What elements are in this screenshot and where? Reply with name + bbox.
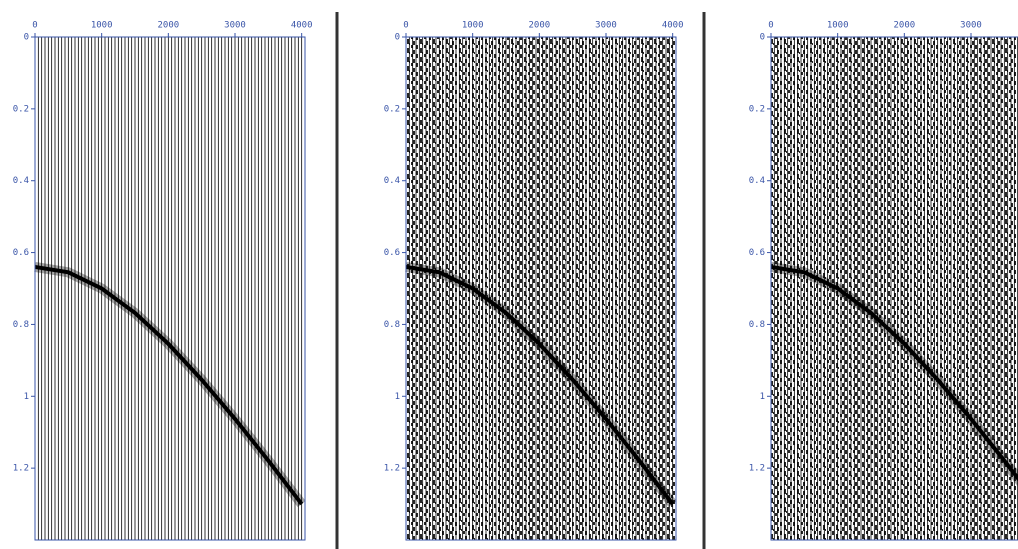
y-tick-label: 0.2 [749,104,765,114]
x-tick-label: 2000 [528,21,550,31]
axes-frame [34,36,306,541]
y-tick-label: 0.6 [749,248,765,258]
y-tick-label: 0.8 [749,320,765,330]
x-tick-label: 4000 [291,21,313,31]
y-tick-label: 0.4 [13,176,29,186]
y-tick-label: 1 [760,392,765,402]
x-tick-label: 1000 [827,21,849,31]
y-tick-label: 0.2 [384,104,400,114]
y-tick-label: 1.2 [384,464,400,474]
event [770,264,1018,482]
x-tick-label: 0 [32,21,37,31]
y-tick-label: 0.6 [13,248,29,258]
y-tick-label: 0.8 [13,320,29,330]
y-tick-label: 0 [24,33,29,43]
y-tick-label: 0.6 [384,248,400,258]
y-tick-label: 0.4 [384,176,400,186]
y-tick-label: 1.2 [13,464,29,474]
y-tick-label: 1.2 [749,464,765,474]
axes-frame [405,36,677,541]
x-tick-label: 4000 [662,21,684,31]
x-tick-label: 2000 [893,21,915,31]
y-tick-label: 0 [395,33,400,43]
y-tick-label: 0.8 [384,320,400,330]
x-tick-label: 3000 [960,21,982,31]
y-tick-label: 0.4 [749,176,765,186]
axes-frame [770,36,1018,541]
x-tick-label: 1000 [91,21,113,31]
x-tick-label: 3000 [224,21,246,31]
x-tick-label: 3000 [595,21,617,31]
x-tick-label: 0 [768,21,773,31]
x-tick-label: 0 [403,21,408,31]
y-tick-label: 0 [760,33,765,43]
y-tick-label: 1 [395,392,400,402]
y-tick-label: 1 [24,392,29,402]
event [405,264,675,506]
y-tick-label: 0.2 [13,104,29,114]
noise-texture [406,37,676,540]
x-tick-label: 1000 [462,21,484,31]
x-tick-label: 2000 [157,21,179,31]
event [34,264,304,506]
